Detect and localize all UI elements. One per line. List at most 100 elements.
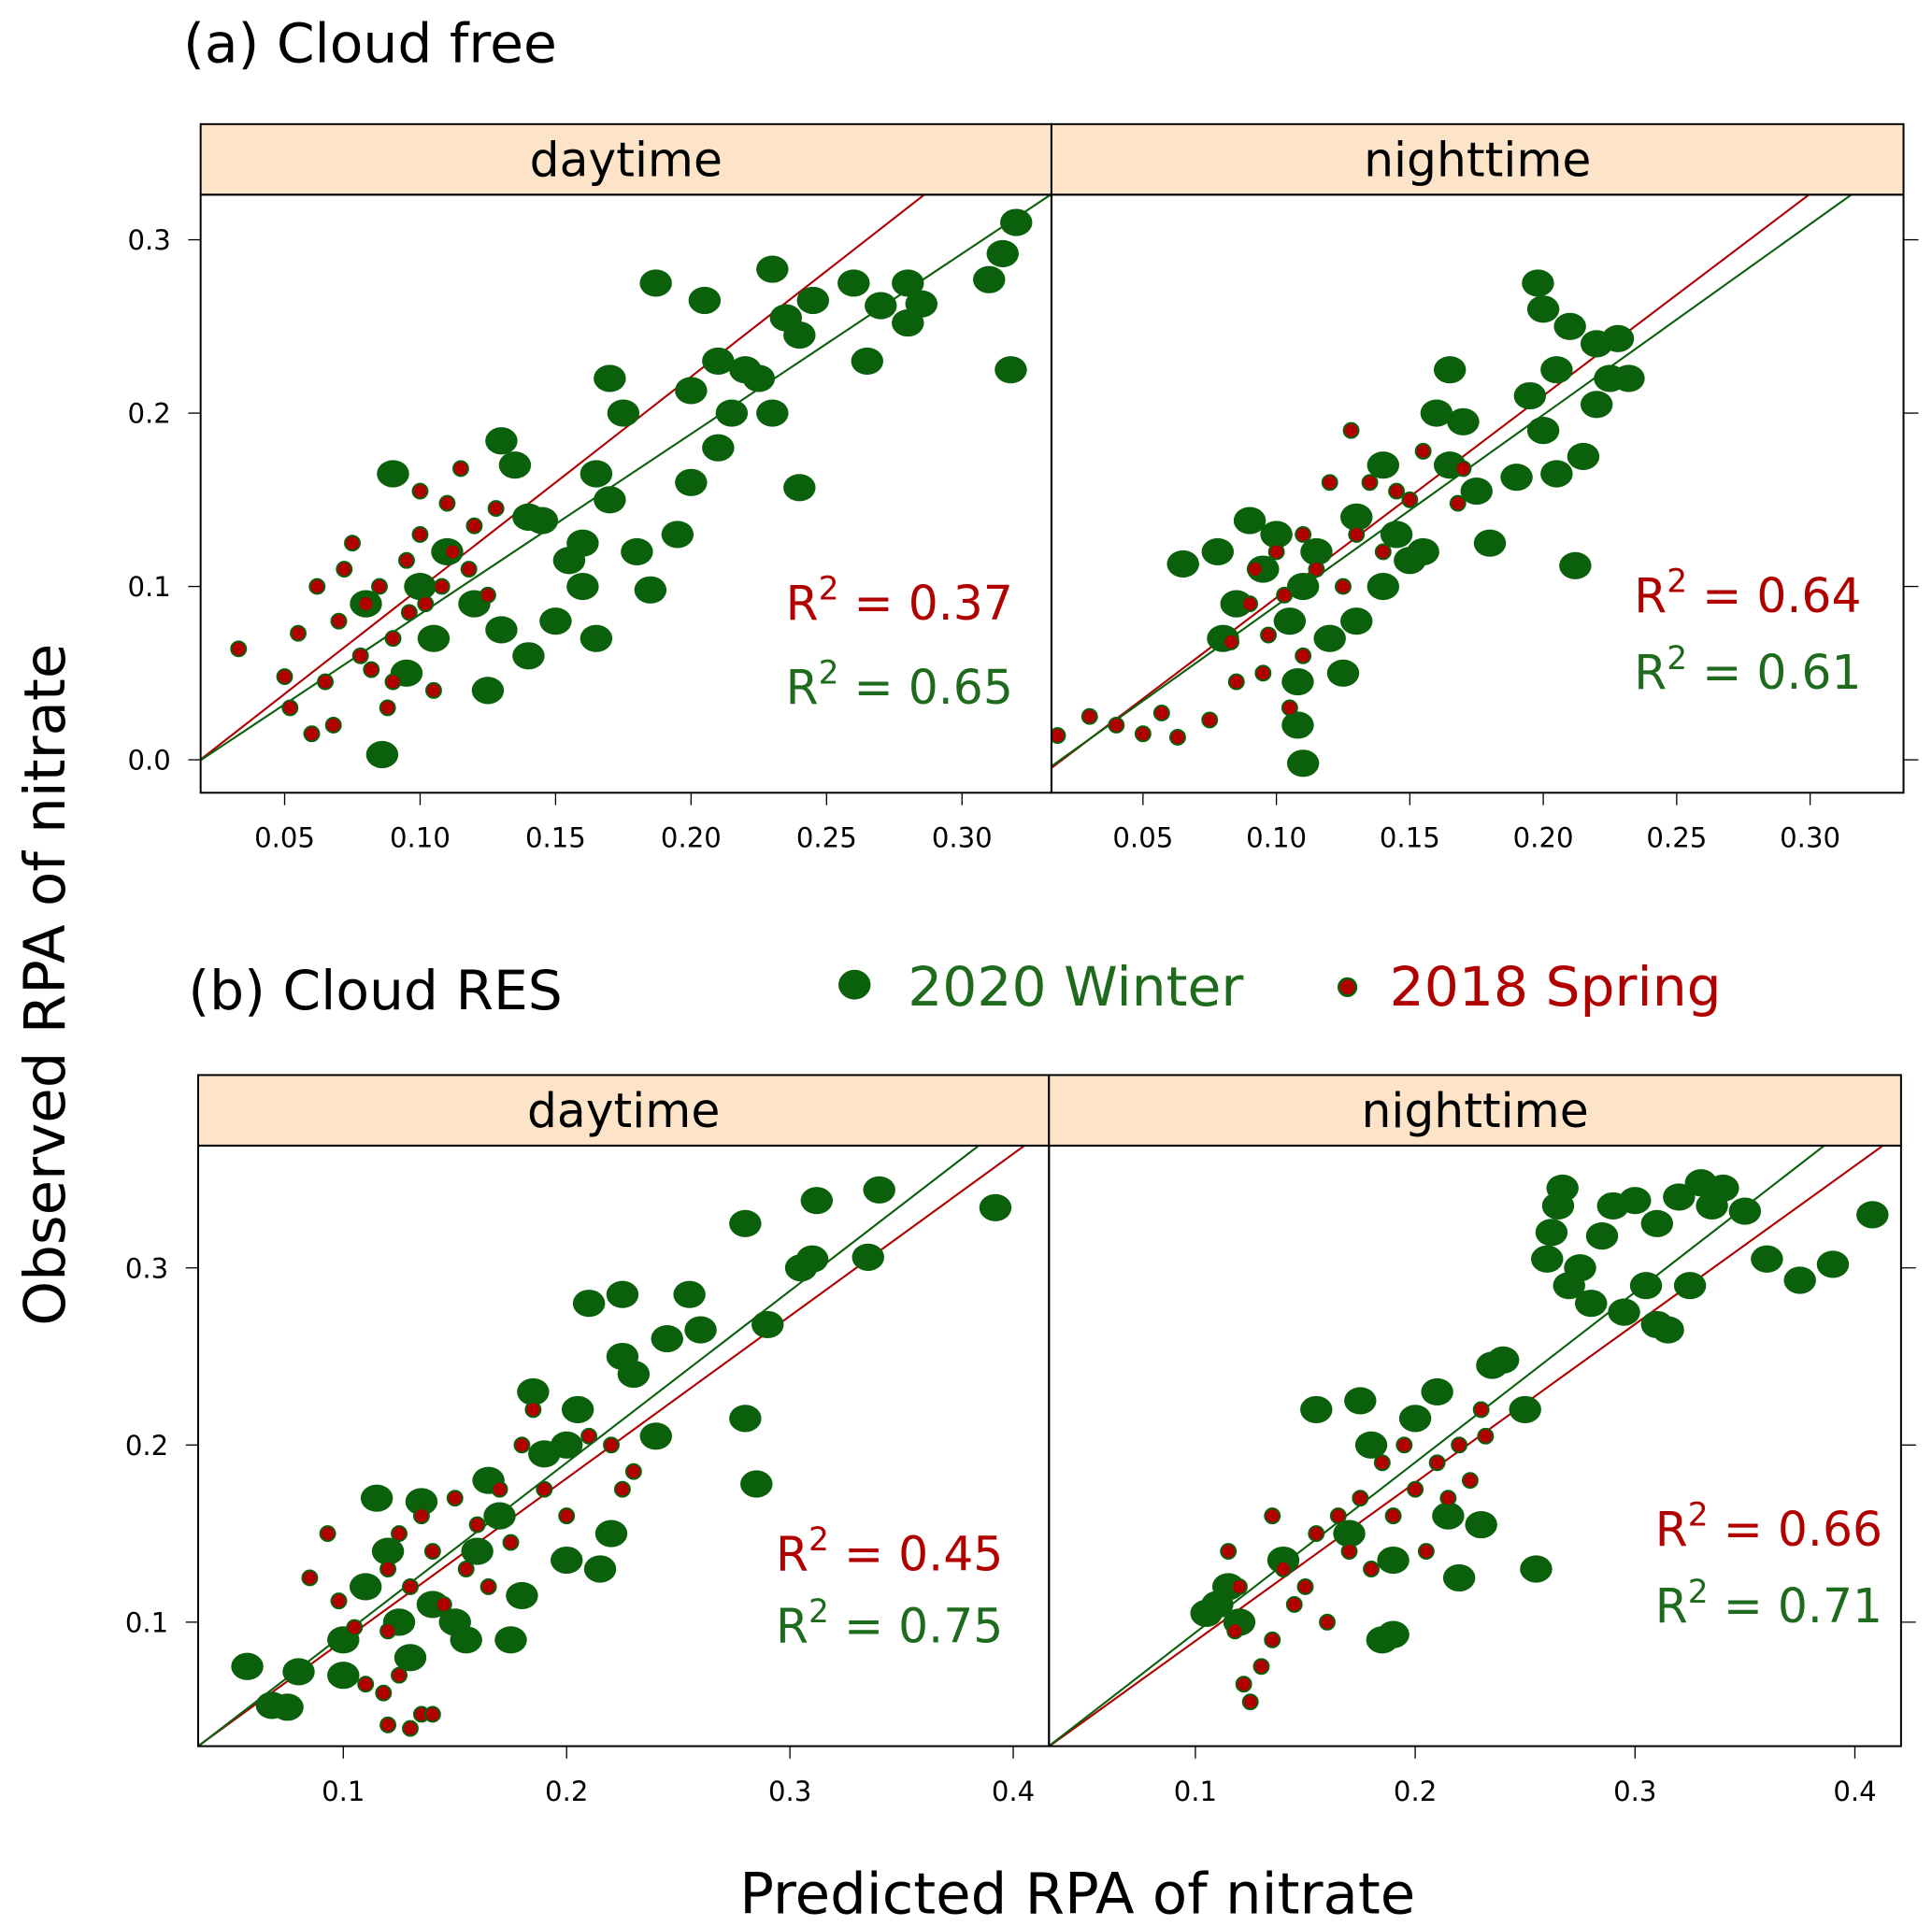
point-2020-winter [892,269,924,297]
fit-line-green [1049,1145,1826,1747]
x-tick-label: 0.25 [796,822,857,854]
panel-frame [1048,1144,1902,1748]
point-2018-spring [319,1525,336,1543]
point-2018-spring [468,1516,486,1534]
r2-value: 0.75 [898,1598,1003,1653]
point-2020-winter [1640,1209,1674,1237]
r2-value: 0.71 [1778,1578,1882,1634]
point-2020-winter [661,521,694,549]
point-2018-spring [411,525,429,543]
point-2020-winter [1530,1245,1564,1273]
y-tick-label: 0.2 [125,1430,168,1462]
point-2020-winter [795,1245,829,1273]
point-2020-winter [1500,464,1533,492]
point-2020-winter [450,1626,482,1654]
point-2020-winter [742,364,776,392]
point-2020-winter [783,321,816,350]
point-2018-spring [1201,711,1219,729]
x-tick-label: 0.1 [322,1776,365,1807]
point-2020-winter [1333,1519,1366,1548]
point-2020-winter [282,1658,315,1686]
point-2020-winter [863,1176,895,1204]
point-2020-winter [1420,399,1453,427]
point-2018-spring [402,1719,419,1737]
point-2020-winter [702,434,735,462]
point-2020-winter [1522,269,1554,297]
point-2018-spring [513,1436,531,1454]
r2-label-green: R2 = 0.75 [776,1593,1003,1653]
point-2018-spring [1281,699,1298,717]
point-2020-winter [327,1662,360,1690]
point-2020-winter [1220,590,1253,618]
point-2018-spring [379,1622,397,1640]
point-2018-spring [1241,595,1258,613]
point-2020-winter [1728,1197,1762,1225]
x-tick-label: 0.2 [1394,1776,1437,1807]
point-2020-winter [986,239,1019,267]
point-2020-winter [485,427,518,455]
x-tick-label: 0.25 [1646,822,1707,854]
point-2018-spring [1363,1561,1381,1577]
point-2018-spring [433,578,451,595]
panel-b-day: daytime 0.1 0.2 0.3 0.4 0.1 0.2 0.3 R2 = 0.45 R2 … [125,1074,1051,1807]
point-2018-spring [1152,705,1170,721]
point-2020-winter [729,1209,762,1237]
point-2018-spring [1454,460,1472,478]
point-2018-spring [412,1507,430,1525]
point-2018-spring [384,673,402,691]
point-2018-spring [423,1543,441,1560]
point-2020-winter [1433,356,1467,384]
point-2018-spring [1401,491,1419,508]
panel-b-night: nighttime 0.1 0.2 0.3 0.4 R2 = 0.66 R2 = 0.71 [1048,1074,1916,1807]
point-2020-winter [756,399,789,427]
point-2018-spring [301,1569,319,1587]
point-2018-spring [1321,474,1338,492]
strip-label: nighttime [1364,132,1591,187]
point-2018-spring [1285,1595,1303,1613]
point-2020-winter [1300,1395,1333,1423]
point-2020-winter [1663,1183,1696,1211]
point-2018-spring [330,1592,348,1610]
point-2018-spring [417,595,435,613]
point-2020-winter [583,1555,617,1583]
point-2020-winter [783,474,816,502]
point-2018-spring [479,1578,497,1595]
point-2020-winter [905,290,937,318]
point-2020-winter [1233,506,1267,535]
point-2018-spring [536,1480,553,1498]
x-tick-label: 0.20 [1513,822,1574,854]
point-2020-winter [580,624,613,652]
point-2018-spring [1348,525,1366,543]
point-2020-winter [1540,460,1573,488]
point-2020-winter [1447,407,1480,435]
point-2020-winter [1377,1546,1410,1575]
point-2020-winter [1286,749,1320,778]
x-tick-label: 0.10 [1246,822,1307,854]
r2-value: 0.61 [1756,645,1861,700]
point-2018-spring [1340,1543,1358,1560]
point-2020-winter [512,642,545,670]
point-2018-spring [1295,647,1312,664]
point-2018-spring [460,561,478,578]
point-2020-winter [494,1626,527,1654]
point-2018-spring [1407,1480,1424,1498]
point-2018-spring [357,595,375,613]
point-2020-winter [461,1537,494,1565]
point-2018-spring [1308,1525,1325,1543]
point-2018-spring [1451,1436,1468,1454]
point-2020-winter [580,460,613,488]
point-2020-winter [1367,451,1400,479]
point-2020-winter [607,399,640,427]
point-2018-spring [351,647,369,664]
point-2020-winter [1286,572,1320,601]
point-2018-spring [281,699,299,717]
point-2018-spring [457,1561,475,1577]
point-2020-winter [639,269,672,297]
y-tick-label: 0.3 [125,1252,168,1284]
point-2018-spring [1275,1561,1292,1577]
point-2018-spring [363,661,380,678]
point-2018-spring [1449,494,1467,512]
point-2018-spring [1108,717,1125,734]
r2-value: 0.45 [898,1526,1003,1581]
x-tick-label: 0.05 [1112,822,1173,854]
